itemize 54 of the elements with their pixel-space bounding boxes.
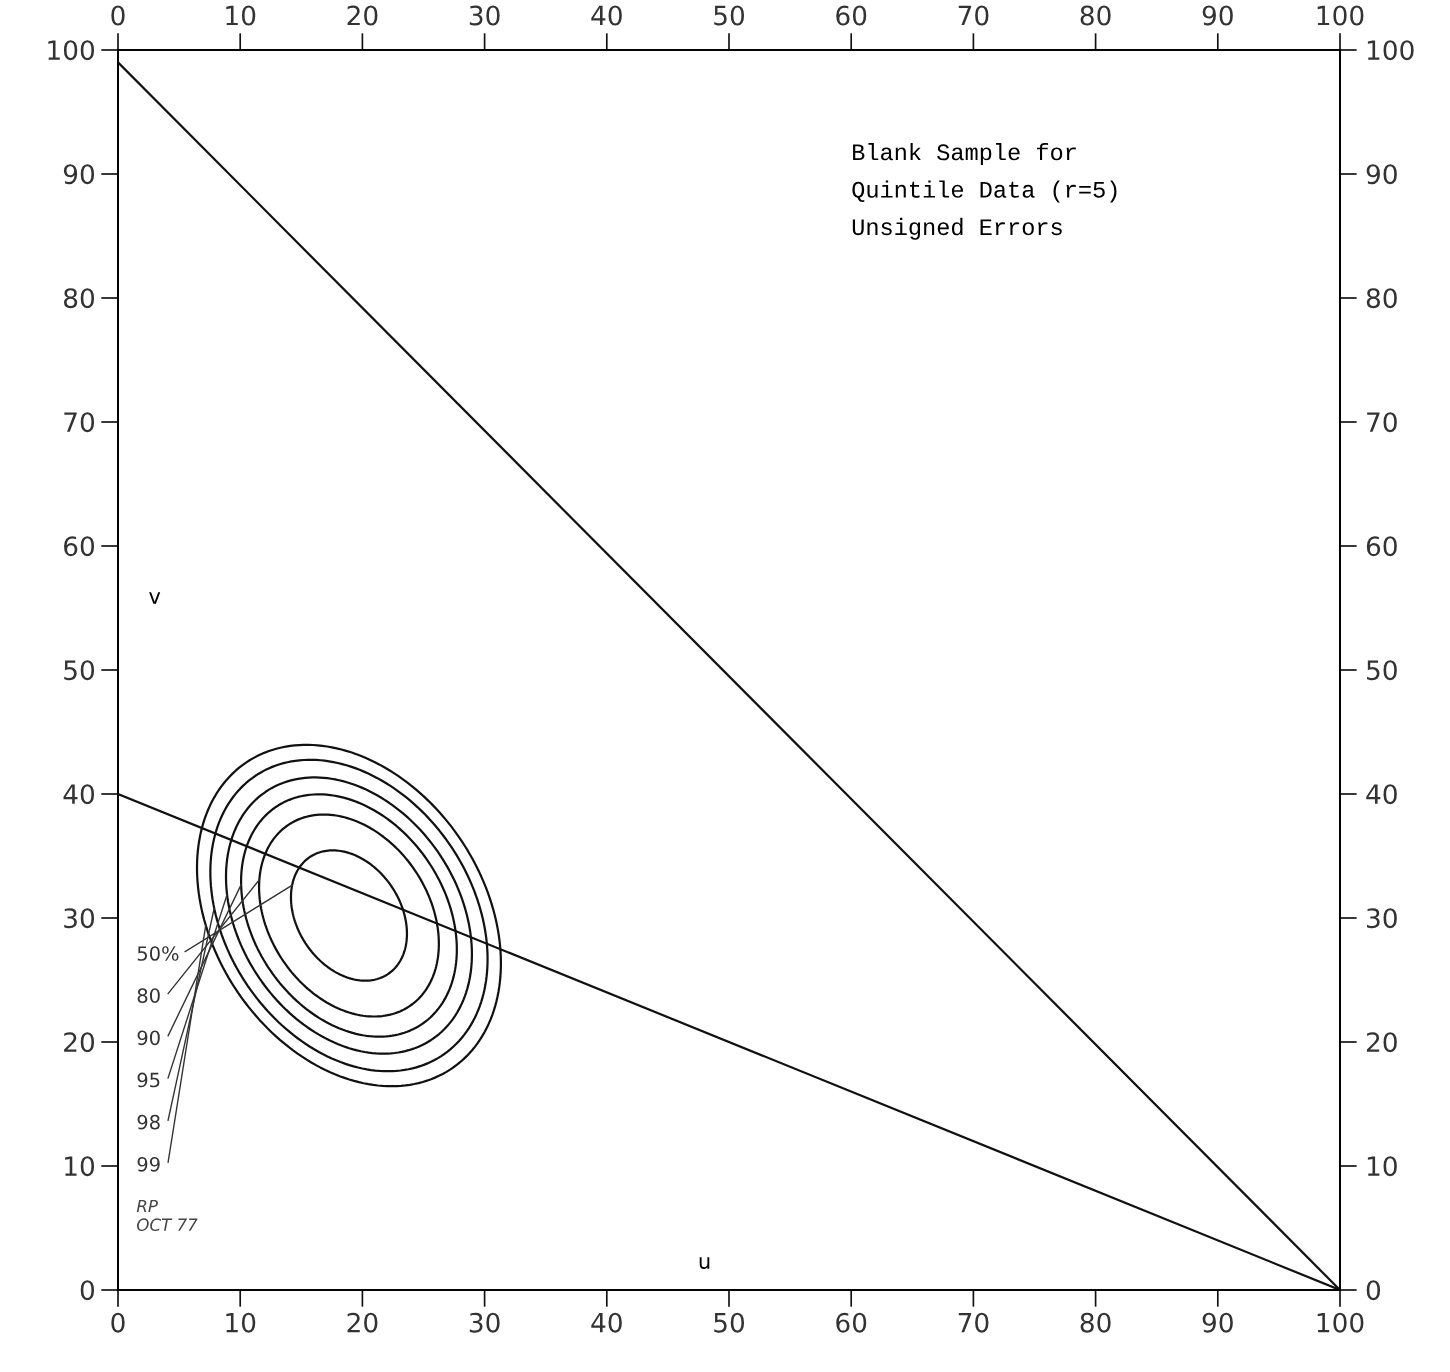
y2-tick-label: 0 <box>1366 1280 1381 1301</box>
x-tick-label: 70 <box>958 1312 989 1333</box>
y-tick-label: 70 <box>64 412 95 433</box>
y2-tick-label: 20 <box>1366 1032 1397 1053</box>
annotation: 90 <box>137 1030 160 1046</box>
y2-tick-label: 90 <box>1366 164 1397 185</box>
text: Blank Sample for Quintile Data (r=5) Unsigned Errors <box>852 143 1117 240</box>
y-tick-label: 100 <box>48 40 95 61</box>
x2-tick-label: 0 <box>111 5 125 26</box>
y2-tick-label: 80 <box>1366 288 1397 309</box>
annotation: 98 <box>137 1114 160 1130</box>
x-tick-label: 80 <box>1080 1312 1111 1333</box>
y-tick-label: 90 <box>63 164 95 185</box>
y-tick-label: 20 <box>64 1032 95 1053</box>
y-tick-label: 80 <box>63 288 95 309</box>
y2-tick-label: 60 <box>1366 536 1397 557</box>
x-tick-label: 100 <box>1317 1312 1364 1333</box>
x-tick-label: 20 <box>347 1312 378 1333</box>
y-tick-label: 0 <box>80 1280 95 1301</box>
y2-tick-label: 10 <box>1367 1156 1397 1177</box>
y2-tick-label: 70 <box>1367 412 1397 433</box>
x2-tick-label: 60 <box>836 5 867 26</box>
x-tick-label: 90 <box>1202 1312 1233 1333</box>
x-tick-label: 60 <box>836 1312 867 1333</box>
y2-tick-label: 40 <box>1366 784 1397 805</box>
annotation: RP OCT 77 <box>136 1199 198 1231</box>
x-tick-label: 0 <box>111 1312 125 1333</box>
y2-tick-label: 50 <box>1367 660 1397 681</box>
x-tick-label: 30 <box>469 1312 500 1333</box>
x2-tick-label: 30 <box>469 5 500 26</box>
annotation: 95 <box>137 1072 160 1088</box>
y-tick-label: 50 <box>64 660 95 681</box>
y-tick-label: 40 <box>63 784 95 805</box>
x-axis-title: u <box>699 1256 710 1269</box>
x2-tick-label: 20 <box>347 5 378 26</box>
y2-tick-label: 30 <box>1367 908 1397 929</box>
x2-tick-label: 70 <box>958 5 989 26</box>
y-axis-title: v <box>149 592 161 604</box>
y2-tick-label: 100 <box>1367 40 1414 61</box>
x-tick-label: 50 <box>714 1312 745 1333</box>
annotation: 50% <box>137 946 179 961</box>
x-tick-label: 40 <box>591 1312 622 1333</box>
x2-tick-label: 50 <box>714 5 745 26</box>
x2-tick-label: 80 <box>1080 5 1111 26</box>
annotation: 99 <box>137 1156 160 1172</box>
annotation: 80 <box>137 988 160 1003</box>
x2-tick-label: 10 <box>226 5 256 26</box>
y-tick-label: 10 <box>65 1156 95 1177</box>
x2-tick-label: 40 <box>591 5 622 26</box>
x2-tick-label: 90 <box>1202 5 1233 26</box>
y-tick-label: 60 <box>64 536 95 557</box>
y-tick-label: 30 <box>64 908 95 929</box>
x-tick-label: 10 <box>226 1312 256 1333</box>
x2-tick-label: 100 <box>1317 5 1364 26</box>
